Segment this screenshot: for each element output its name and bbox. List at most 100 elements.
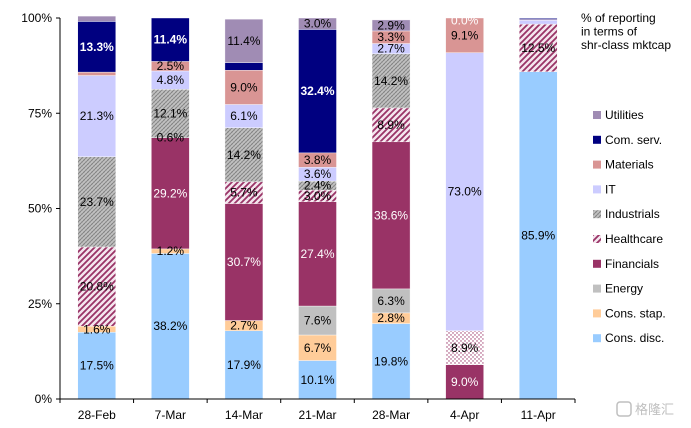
- legend-swatch-energy: [593, 284, 601, 293]
- legend-label-it: IT: [605, 182, 616, 196]
- data-label-28-mar-materials: 3.3%: [377, 30, 405, 44]
- data-label-4-apr-financials: 9.0%: [451, 375, 479, 389]
- legend-swatch-financials: [593, 259, 601, 268]
- data-label-21-mar-financials: 27.4%: [300, 247, 334, 261]
- bar-4-apr-it: [445, 52, 484, 332]
- legend-label-cons-disc: Cons. disc.: [605, 331, 664, 345]
- bar-28-mar-industrials: [371, 53, 411, 109]
- data-label-21-mar-healthcare: 3.0%: [304, 189, 332, 203]
- data-label-21-mar-com-serv: 32.4%: [300, 84, 334, 98]
- legend-label-utilities: Utilities: [605, 108, 644, 122]
- data-label-28-mar-utilities: 2.9%: [377, 18, 405, 32]
- data-label-7-mar-it: 4.8%: [157, 73, 185, 87]
- data-label-14-mar-utilities: 11.4%: [227, 34, 260, 48]
- bar-21-mar-com-serv: [298, 29, 337, 154]
- x-tick-label: 28-Mar: [372, 408, 410, 422]
- data-label-4-apr-it: 73.0%: [448, 185, 482, 199]
- legend-swatch-com-serv: [593, 135, 601, 144]
- data-label-extra-7-mar-industrials: 0.6%: [157, 130, 185, 144]
- legend-label-healthcare: Healthcare: [605, 232, 663, 246]
- data-label-28-mar-financials: 38.6%: [374, 208, 408, 222]
- bar-21-mar-financials: [298, 201, 337, 307]
- data-label-14-mar-healthcare: 5.7%: [230, 186, 258, 200]
- data-label-21-mar-materials: 3.8%: [304, 153, 332, 167]
- bar-28-feb-industrials: [77, 156, 116, 248]
- data-label-28-mar-cons-disc: 19.8%: [374, 354, 408, 368]
- data-label-28-mar-it: 2.7%: [377, 42, 405, 56]
- bar-28-feb-it: [77, 75, 116, 157]
- bars-layer: [77, 15, 558, 400]
- data-label-21-mar-cons-stap: 6.7%: [304, 341, 332, 355]
- data-label-7-mar-cons-stap: 1.2%: [157, 244, 185, 258]
- data-label-28-feb-healthcare: 20.8%: [80, 280, 114, 294]
- data-label-21-mar-cons-disc: 10.1%: [300, 373, 334, 387]
- bar-28-feb-healthcare: [77, 246, 116, 327]
- data-label-14-mar-cons-stap: 2.7%: [230, 319, 258, 333]
- data-label-14-mar-financials: 30.7%: [227, 255, 261, 269]
- bar-28-mar-financials: [371, 141, 411, 290]
- note-line: shr-class mktcap: [581, 38, 671, 52]
- data-label-extra-4-apr-materials: 0.0%: [451, 13, 479, 27]
- bar-28-feb-materials: [77, 71, 116, 76]
- x-tick-label: 4-Apr: [450, 408, 479, 422]
- y-tick-label: 75%: [28, 106, 52, 120]
- data-label-7-mar-industrials: 12.1%: [153, 106, 187, 120]
- data-label-21-mar-energy: 7.6%: [304, 314, 332, 328]
- note-line: % of reporting: [581, 11, 656, 25]
- bar-14-mar-utilities: [224, 18, 264, 63]
- bar-14-mar-materials: [224, 69, 264, 105]
- legend: Utilities Com. serv. Materials IT Industrial…: [593, 108, 666, 345]
- legend-swatch-healthcare: [593, 235, 601, 243]
- bar-7-mar-industrials: [151, 89, 190, 138]
- x-tick-label: 14-Mar: [225, 408, 263, 422]
- data-label-28-feb-cons-stap: 1.6%: [83, 322, 111, 336]
- y-tick-label: 100%: [21, 11, 52, 25]
- data-label-28-feb-com-serv: 13.3%: [80, 40, 114, 54]
- legend-label-cons-stap: Cons. stap.: [605, 306, 666, 320]
- legend-label-financials: Financials: [605, 257, 659, 271]
- data-label-4-apr-materials: 9.1%: [451, 28, 479, 42]
- data-label-28-mar-healthcare: 8.9%: [377, 118, 405, 132]
- data-label-28-mar-cons-stap: 2.8%: [377, 311, 405, 325]
- data-label-28-feb-industrials: 23.7%: [80, 195, 114, 209]
- legend-swatch-cons-stap: [593, 309, 601, 318]
- data-label-28-feb-it: 21.3%: [80, 109, 114, 123]
- data-label-14-mar-materials: 9.0%: [230, 80, 258, 94]
- data-label-21-mar-industrials: 2.4%: [304, 179, 332, 193]
- legend-swatch-industrials: [593, 210, 601, 219]
- x-tick-label: 28-Feb: [78, 408, 116, 422]
- data-label-14-mar-industrials: 14.2%: [227, 148, 261, 162]
- bar-11-apr-it: [519, 20, 558, 25]
- watermark: 格隆汇: [616, 401, 674, 417]
- bar-11-apr-com-serv: [519, 18, 558, 20]
- data-label-4-apr-healthcare: 8.9%: [451, 341, 479, 355]
- bar-21-mar-energy: [298, 305, 337, 336]
- bar-4-apr-materials: [445, 17, 484, 53]
- data-label-7-mar-materials: 2.5%: [157, 59, 185, 73]
- legend-swatch-materials: [593, 160, 601, 169]
- data-label-21-mar-utilities: 3.0%: [304, 17, 332, 31]
- legend-label-materials: Materials: [605, 158, 654, 172]
- legend-label-energy: Energy: [605, 282, 643, 296]
- x-tick-label: 21-Mar: [298, 408, 336, 422]
- y-tick-label: 50%: [28, 202, 52, 216]
- bar-28-mar-energy: [371, 288, 411, 314]
- bar-14-mar-cons-disc: [224, 330, 264, 400]
- bar-7-mar-com-serv: [151, 17, 190, 62]
- data-label-11-apr-cons-disc: 85.9%: [521, 228, 555, 242]
- legend-swatch-utilities: [593, 111, 601, 119]
- data-label-14-mar-cons-disc: 17.9%: [227, 358, 261, 372]
- bar-28-feb-cons-disc: [77, 332, 116, 400]
- legend-label-industrials: Industrials: [605, 207, 660, 221]
- axes-layer: 0% 25% 50% 75% 100% 28-Feb 7-Mar 14-Mar 21-Mar 28…: [21, 11, 576, 422]
- data-label-7-mar-cons-disc: 38.2%: [153, 319, 187, 333]
- bar-4-apr-healthcare: [445, 330, 484, 365]
- watermark-logo-icon: [616, 401, 632, 417]
- legend-label-com-serv: Com. serv.: [605, 133, 662, 147]
- bar-21-mar-utilities: [298, 17, 337, 30]
- x-tick-label: 11-Apr: [521, 408, 556, 422]
- data-label-21-mar-it: 3.6%: [304, 167, 332, 181]
- segment-labels-layer: 17.5% 1.6% 20.8% 23.7% 21.3% 13.3% 38.2% 1.2% 29…: [80, 13, 556, 389]
